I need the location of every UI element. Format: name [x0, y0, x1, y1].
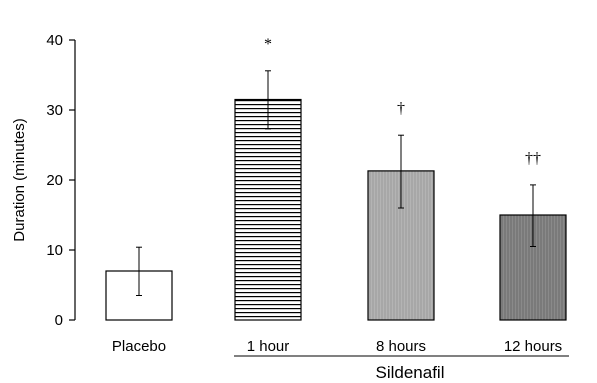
x-tick-label: Placebo — [112, 338, 166, 355]
significance-marker: †† — [525, 150, 541, 167]
y-axis-label: Duration (minutes) — [11, 118, 28, 241]
x-tick-label: 12 hours — [504, 338, 562, 355]
error-bars — [136, 70, 536, 296]
significance-markers: *††† — [264, 36, 541, 167]
bar-1-hour — [234, 98, 302, 321]
x-tick-label: 1 hour — [247, 338, 290, 355]
significance-marker: * — [264, 36, 272, 53]
bars — [105, 98, 567, 321]
y-tick-label: 0 — [55, 312, 63, 329]
significance-marker: † — [397, 100, 405, 117]
group-label: Sildenafil — [376, 363, 445, 382]
x-tick-label: 8 hours — [376, 338, 426, 355]
x-tick-labels: Placebo 1 hour 8 hours 12 hours — [112, 338, 562, 355]
y-tick-label: 20 — [46, 172, 63, 189]
y-tick-label: 10 — [46, 242, 63, 259]
y-axis: 0 10 20 30 40 — [46, 32, 76, 329]
y-tick-label: 40 — [46, 32, 63, 49]
y-tick-label: 30 — [46, 102, 63, 119]
group-bracket: Sildenafil — [234, 355, 569, 382]
